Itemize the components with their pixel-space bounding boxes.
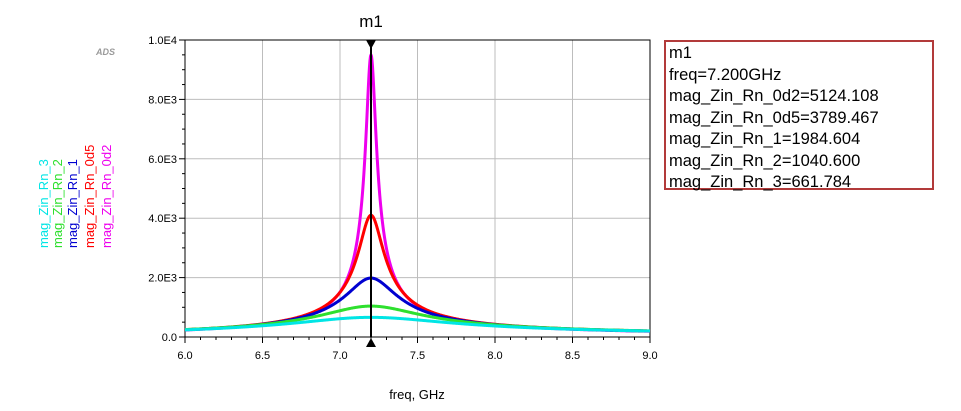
y-tick-label: 1.0E4 <box>148 35 177 47</box>
readout-line: m1 <box>669 44 692 62</box>
x-tick-label: 8.0 <box>487 350 502 362</box>
marker-label: m1 <box>359 12 383 31</box>
legend-entry-mag_Zin_Rn_0d2: mag_Zin_Rn_0d2 <box>99 145 114 248</box>
legend: mag_Zin_Rn_3 mag_Zin_Rn_2 mag_Zin_Rn_1 mag_… <box>36 145 114 248</box>
y-tick-label: 4.0E3 <box>148 213 177 225</box>
readout-line: freq=7.200GHz <box>669 65 782 84</box>
readout-line: mag_Zin_Rn_1=1984.604 <box>669 130 861 148</box>
series-lines <box>184 53 651 333</box>
readout-line: mag_Zin_Rn_3=661.784 <box>669 173 852 191</box>
y-tick-label: 6.0E3 <box>148 154 177 166</box>
readout-line: mag_Zin_Rn_0d5=3789.467 <box>669 108 879 127</box>
series-line-mag_Zin_Rn_3 <box>184 315 651 333</box>
legend-entry-mag_Zin_Rn_2: mag_Zin_Rn_2 <box>50 159 65 248</box>
x-tick-label: 8.5 <box>565 350 580 362</box>
marker-m1[interactable]: m1 <box>359 12 383 347</box>
legend-entry-mag_Zin_Rn_0d5: mag_Zin_Rn_0d5 <box>82 145 97 248</box>
x-tick-label: 6.5 <box>255 350 270 362</box>
y-axis: 0.0 2.0E3 4.0E3 6.0E3 8.0E3 1.0E4 <box>148 35 185 344</box>
y-tick-label: 0.0 <box>162 332 177 344</box>
marker-top-arrow[interactable] <box>366 40 376 49</box>
x-axis-label: freq, GHz <box>389 387 445 402</box>
readout-line: mag_Zin_Rn_0d2=5124.108 <box>669 87 879 105</box>
x-tick-label: 7.0 <box>332 350 347 362</box>
x-axis: 6.0 6.5 7.0 7.5 8.0 8.5 9.0 <box>177 337 658 362</box>
ads-tag: ADS <box>95 47 115 57</box>
grid <box>184 39 651 338</box>
x-tick-label: 6.0 <box>177 350 192 362</box>
x-tick-label: 9.0 <box>642 350 657 362</box>
marker-bottom-arrow[interactable] <box>366 338 376 347</box>
legend-entry-mag_Zin_Rn_3: mag_Zin_Rn_3 <box>36 159 51 248</box>
y-tick-label: 2.0E3 <box>148 273 177 285</box>
x-tick-label: 7.5 <box>410 350 425 362</box>
readout-line: mag_Zin_Rn_2=1040.600 <box>669 151 861 170</box>
legend-entry-mag_Zin_Rn_1: mag_Zin_Rn_1 <box>65 159 80 248</box>
y-tick-label: 8.0E3 <box>148 94 177 106</box>
